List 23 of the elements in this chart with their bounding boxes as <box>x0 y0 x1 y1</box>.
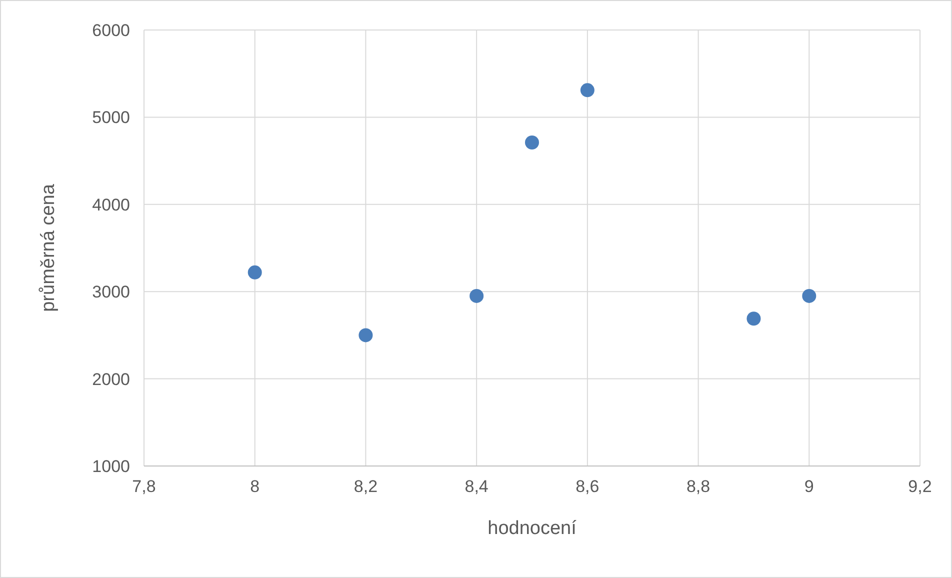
x-tick-label: 8,8 <box>686 477 710 496</box>
point <box>525 135 539 150</box>
point <box>746 312 761 326</box>
x-tick-label: 8 <box>250 477 260 496</box>
y-tick-label: 3000 <box>92 282 130 302</box>
point <box>580 83 594 98</box>
point <box>248 265 262 280</box>
y-tick-label: 6000 <box>92 20 130 40</box>
y-tick-label: 2000 <box>92 370 130 389</box>
x-tick-label: 9 <box>804 477 814 496</box>
x-tick-label: 8,4 <box>464 477 488 496</box>
x-tick-label: 8,6 <box>576 477 600 496</box>
y-axis-title: průměrná cena <box>38 184 59 312</box>
point <box>802 288 816 303</box>
x-tick-label: 8,2 <box>354 477 378 496</box>
x-tick-label: 7,8 <box>132 477 156 496</box>
y-tick-label: 1000 <box>92 456 130 476</box>
point <box>470 288 484 303</box>
x-axis-title: hodnocení <box>488 518 578 539</box>
point <box>358 328 373 342</box>
y-tick-label: 5000 <box>92 108 130 128</box>
y-tick-label: 4000 <box>92 195 130 214</box>
x-tick-label: 9,2 <box>908 477 932 496</box>
